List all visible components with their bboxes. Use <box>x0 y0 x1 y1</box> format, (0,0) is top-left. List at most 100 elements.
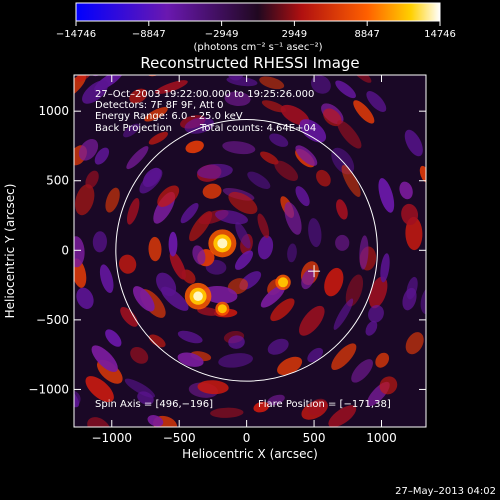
y-tick-label: −1000 <box>28 382 69 396</box>
texture-blob <box>261 100 286 113</box>
texture-blob <box>197 163 233 179</box>
texture-blob <box>335 80 356 99</box>
texture-blob <box>91 345 118 373</box>
colorbar <box>75 2 441 22</box>
texture-blob <box>210 407 244 418</box>
texture-blob <box>405 332 424 355</box>
texture-blob <box>368 305 384 323</box>
texture-blob <box>44 239 62 270</box>
reconstructed-image <box>8 75 426 446</box>
texture-blob <box>419 165 426 183</box>
colorbar-tick-label: −8847 <box>132 29 166 40</box>
texture-blob <box>82 80 109 104</box>
texture-blob <box>105 329 122 347</box>
texture-blob <box>260 285 285 308</box>
x-axis-label: Heliocentric X (arcsec) <box>182 447 318 461</box>
texture-blob <box>156 272 177 297</box>
y-tick-label: 500 <box>46 174 69 188</box>
texture-blob <box>351 359 373 383</box>
texture-blob <box>369 276 388 309</box>
bright-sources <box>184 229 291 316</box>
texture-blob <box>253 401 270 413</box>
texture-blob <box>169 251 186 280</box>
texture-blob <box>43 138 70 168</box>
texture-blob <box>120 306 139 327</box>
texture-blob <box>257 235 274 260</box>
texture-blob <box>260 151 279 165</box>
texture-blob <box>209 433 243 446</box>
texture-blob <box>8 316 36 354</box>
texture-blob <box>26 243 40 279</box>
flare-position-label: Flare Position = [−171,38] <box>258 399 391 410</box>
texture-blob <box>144 107 168 122</box>
texture-blob <box>148 334 166 348</box>
texture-blob <box>148 236 162 262</box>
texture-blob <box>295 145 318 166</box>
texture-blob <box>259 76 285 90</box>
colorbar-ticks: −14746 −8847 −2949 2949 8847 14746 <box>56 21 456 40</box>
source-core <box>278 277 289 288</box>
x-tick-label: 500 <box>303 431 326 445</box>
texture-blob <box>129 88 148 104</box>
texture-blob <box>336 199 348 220</box>
texture-blob <box>235 222 251 249</box>
texture-blob <box>123 123 140 138</box>
texture-blob <box>324 267 344 297</box>
texture-blob <box>180 202 199 224</box>
texture-blob <box>218 353 253 368</box>
info-method: Back Projection <box>95 123 172 134</box>
texture-blob <box>277 356 303 376</box>
texture-blob <box>168 231 178 257</box>
texture-blob <box>177 330 203 344</box>
texture-blob <box>74 390 81 408</box>
texture-blob <box>157 185 180 207</box>
texture-blob <box>359 235 369 270</box>
texture-blob <box>147 415 164 427</box>
info-counts: Total counts: 4.64E+04 <box>199 123 316 134</box>
x-axis-ticks: −1000 −500 0 500 1000 <box>91 75 397 445</box>
info-line-energy: Energy Range: 6.0 – 25.0 keV <box>95 111 243 122</box>
texture-blob <box>124 378 156 398</box>
texture-blob <box>274 160 299 181</box>
plot-frame <box>73 74 427 428</box>
texture-blob <box>345 274 364 307</box>
colorbar-tick-label: −2949 <box>205 29 239 40</box>
texture-blob <box>405 216 423 251</box>
texture-blob <box>401 203 419 225</box>
texture-blob <box>284 202 302 235</box>
texture-blob <box>139 169 163 194</box>
colorbar-tick-label: 14746 <box>424 29 456 40</box>
y-axis-ticks: −1000 −500 0 500 1000 <box>28 104 426 396</box>
texture-blob <box>301 269 315 290</box>
y-tick-label: 1000 <box>38 104 69 118</box>
texture-blob <box>316 169 331 187</box>
texture-blob <box>406 276 418 300</box>
texture-blob <box>99 264 114 293</box>
texture-blob <box>269 133 289 147</box>
texture-blob <box>58 276 75 308</box>
texture-blob <box>94 147 110 165</box>
texture-blob <box>227 75 244 81</box>
texture-blob <box>257 213 270 239</box>
texture-blob <box>76 75 94 82</box>
chart-title: Reconstructed RHESSI Image <box>140 54 359 72</box>
texture-blob <box>299 305 325 336</box>
texture-blob <box>185 140 204 154</box>
texture-blob <box>75 184 95 216</box>
x-tick-label: 1000 <box>366 431 397 445</box>
texture-blob <box>247 171 271 190</box>
texture-blob <box>366 91 387 112</box>
texture-blob <box>353 100 375 124</box>
texture-blob <box>197 307 220 316</box>
texture-blob <box>226 76 258 87</box>
texture-blob <box>74 236 85 268</box>
texture-blob <box>132 286 155 312</box>
texture-blob <box>299 119 327 143</box>
spin-axis-label: Spin Axis = [496,−196] <box>95 399 213 410</box>
texture-blob <box>341 165 361 197</box>
texture-blob <box>228 335 245 349</box>
source-peak <box>217 238 228 249</box>
texture-blob <box>118 254 137 274</box>
texture-blob <box>48 119 78 155</box>
texture-blob <box>184 117 215 134</box>
